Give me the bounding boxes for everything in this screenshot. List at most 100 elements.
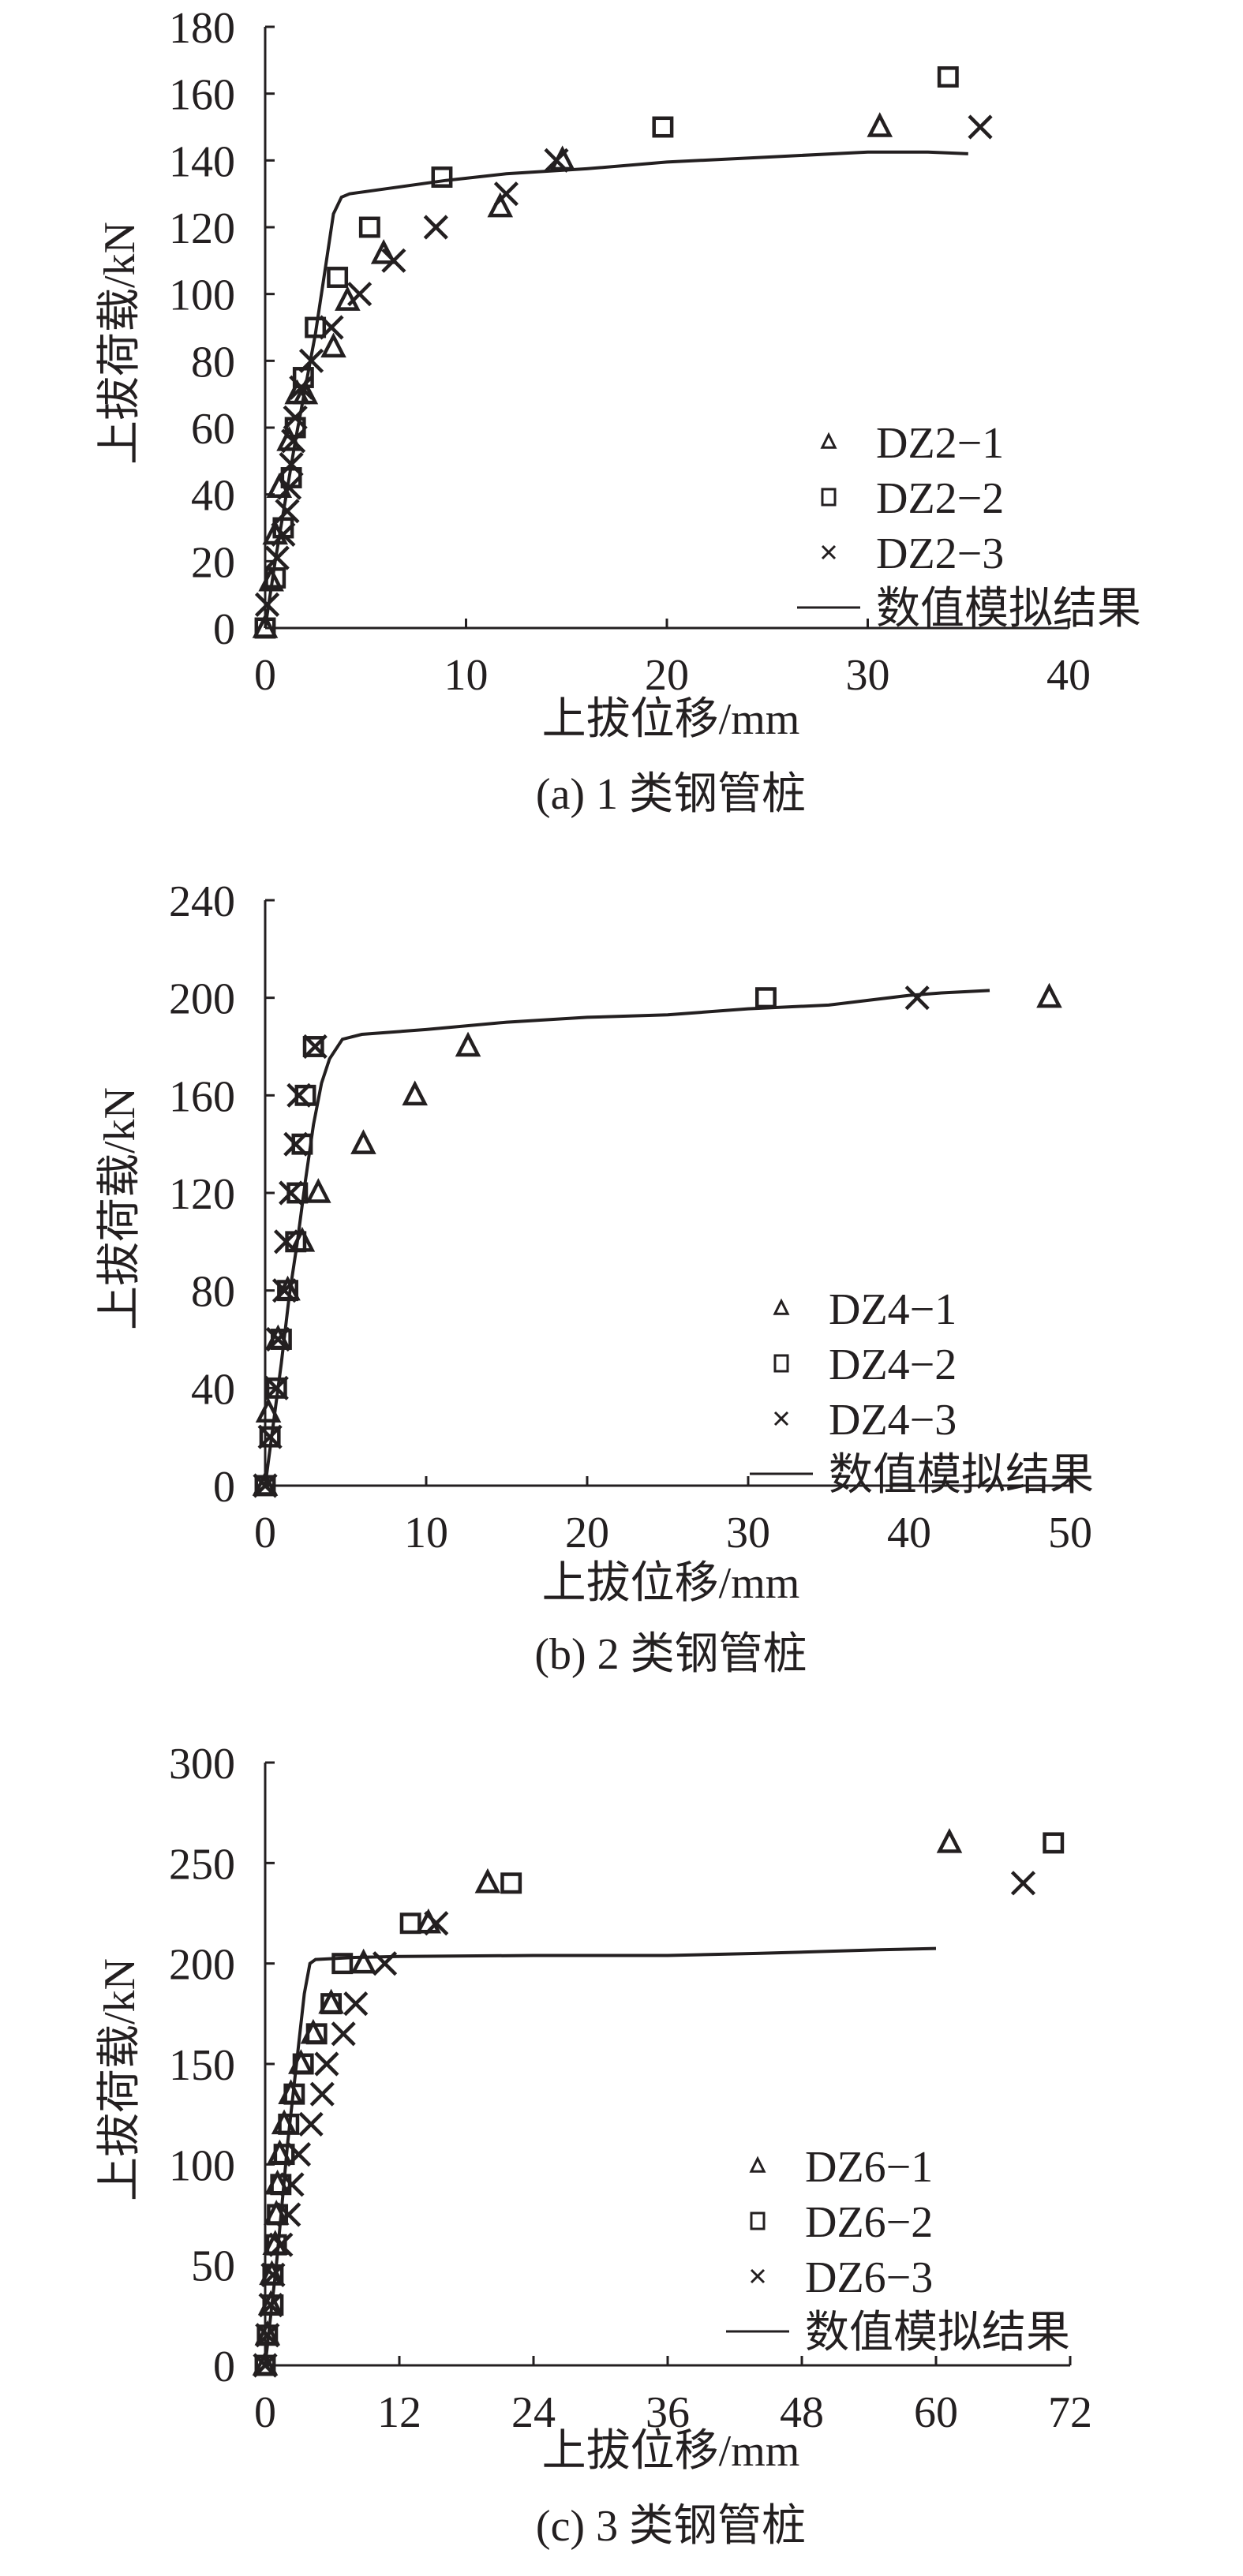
legend-label: DZ6−1 (805, 2143, 933, 2192)
x-marker (493, 181, 519, 207)
legend-item: DZ2−3 (821, 529, 1004, 578)
x-tick-label: 0 (254, 651, 276, 700)
x-marker (423, 215, 448, 240)
series-DZ6-2 (254, 1832, 1065, 2376)
triangle-marker (350, 1948, 376, 1974)
legend-label: 数值模拟结果 (805, 2309, 1070, 2357)
x-marker (276, 475, 302, 500)
y-tick-label: 160 (169, 1072, 235, 1121)
x-marker (283, 1131, 309, 1157)
x-tick-label: 20 (645, 651, 689, 700)
legend-item: DZ2−1 (820, 419, 1004, 468)
triangle-marker (292, 379, 319, 405)
legend-item: DZ6−2 (750, 2198, 933, 2247)
x-marker (904, 985, 930, 1011)
legend-label: DZ2−3 (876, 529, 1004, 578)
x-marker (264, 1375, 289, 1400)
panel-caption: (a) 1 类钢管桩 (536, 770, 806, 819)
legend-label: 数值模拟结果 (829, 1451, 1094, 1500)
square-marker (305, 2023, 328, 2045)
y-tick-label: 200 (169, 1941, 235, 1990)
x-marker (298, 2111, 324, 2137)
x-tick-label: 72 (1048, 2388, 1092, 2437)
y-tick-label: 50 (191, 2242, 235, 2291)
triangle-marker (474, 1868, 501, 1894)
x-tick-label: 10 (444, 651, 489, 700)
x-marker (257, 1424, 283, 1449)
series-DZ6-3 (253, 1871, 1036, 2378)
series-数值模拟结果 (264, 1946, 937, 2366)
legend-item: DZ4−1 (773, 1285, 957, 1334)
y-axis-title: 上拔荷载/kN (95, 1958, 144, 2201)
x-axis-title: 上拔位移/mm (542, 2427, 800, 2476)
legend: DZ4−1 DZ4−2 DZ4−3 数值模拟结果 (750, 1285, 1094, 1500)
triangle-marker (305, 1178, 331, 1203)
x-tick-label: 24 (511, 2388, 556, 2437)
legend-label: DZ2−1 (876, 419, 1004, 468)
x-axis-title: 上拔位移/mm (542, 1559, 800, 1608)
x-marker (268, 2232, 294, 2257)
legend-x-icon (773, 1411, 789, 1426)
x-tick-label: 50 (1048, 1509, 1092, 1557)
chart-panel-c: 0 50 100 150 200 250 300 0 12 24 36 48 60 72 上拔位移/mm 上拔… (0, 1704, 1243, 2572)
y-tick-label: 0 (213, 1463, 235, 1512)
triangle-marker (320, 332, 346, 358)
legend-item: DZ6−3 (750, 2253, 933, 2302)
simulation-curve (264, 989, 990, 1486)
simulation-curve (264, 1946, 937, 2366)
y-tick-label: 40 (191, 472, 235, 521)
square-marker (292, 2053, 314, 2075)
x-tick-label: 40 (887, 1509, 931, 1557)
triangle-marker (255, 1397, 282, 1423)
x-tick-label: 60 (914, 2388, 958, 2437)
square-marker (754, 987, 777, 1009)
x-marker (968, 114, 993, 140)
simulation-curve (264, 150, 968, 629)
series-DZ4-2 (254, 987, 777, 1497)
square-marker (500, 1872, 522, 1894)
chart-panel-a: 0 20 40 60 80 100 120 140 160 180 0 10 20 30 40 上拔位移/mm… (0, 0, 1243, 852)
x-tick-label: 48 (780, 2388, 824, 2437)
legend-label: 数值模拟结果 (876, 585, 1141, 634)
x-marker (544, 148, 569, 173)
chart-b-svg: 0 40 80 120 160 200 240 0 10 20 30 40 50 上拔位移/mm 上拔荷载/… (95, 877, 1094, 1679)
legend-square-icon (773, 1354, 789, 1373)
x-marker (1010, 1871, 1036, 1896)
legend-item: DZ2−2 (821, 474, 1004, 523)
legend-item: DZ4−3 (773, 1396, 957, 1445)
panel-caption: (c) 3 类钢管桩 (536, 2502, 806, 2551)
square-marker (358, 216, 380, 238)
legend: DZ2−1 DZ2−2 DZ2−3 数值模拟结果 (797, 419, 1141, 634)
triangle-marker (867, 112, 893, 137)
legend: DZ6−1 DZ6−2 DZ6−3 数值模拟结果 (726, 2143, 1070, 2357)
x-marker (309, 2081, 335, 2107)
legend-triangle-icon (820, 432, 837, 449)
x-marker (424, 1911, 449, 1936)
x-tick-label: 0 (254, 1509, 276, 1557)
x-marker (381, 248, 406, 273)
x-tick-label: 30 (726, 1509, 770, 1557)
y-tick-label: 0 (213, 2342, 235, 2391)
x-tick-label: 20 (565, 1509, 609, 1557)
triangle-marker (370, 238, 397, 264)
y-tick-label: 250 (169, 1840, 235, 1889)
legend-item: DZ6−1 (749, 2143, 933, 2192)
y-axis-title: 上拔荷载/kN (95, 1087, 144, 1330)
legend-triangle-icon (773, 1298, 790, 1315)
legend-x-icon (750, 2268, 766, 2284)
legend-label: DZ6−3 (805, 2253, 933, 2302)
x-axis-title: 上拔位移/mm (542, 695, 800, 744)
legend-label: DZ2−2 (876, 474, 1004, 523)
x-marker (343, 1991, 369, 2017)
x-marker (347, 282, 373, 307)
y-tick-label: 80 (191, 338, 235, 387)
triangle-marker (455, 1031, 481, 1057)
y-tick-label: 160 (169, 71, 235, 120)
y-tick-label: 140 (169, 137, 235, 186)
x-marker (271, 522, 296, 548)
square-marker (331, 1953, 354, 1975)
legend-item: 数值模拟结果 (726, 2309, 1070, 2357)
y-tick-label: 80 (191, 1268, 235, 1317)
y-tick-label: 100 (169, 2141, 235, 2190)
legend-label: DZ4−3 (829, 1396, 957, 1445)
